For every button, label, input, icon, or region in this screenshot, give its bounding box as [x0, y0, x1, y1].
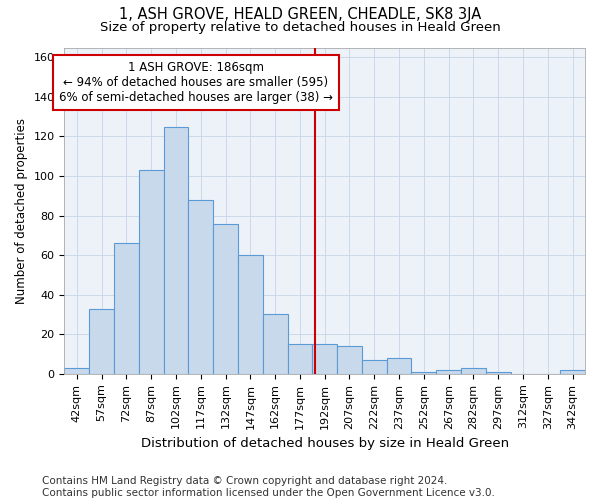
Bar — [362, 360, 386, 374]
Bar — [238, 255, 263, 374]
Bar — [560, 370, 585, 374]
Bar — [164, 126, 188, 374]
X-axis label: Distribution of detached houses by size in Heald Green: Distribution of detached houses by size … — [140, 437, 509, 450]
Bar — [213, 224, 238, 374]
Bar — [436, 370, 461, 374]
Bar — [263, 314, 287, 374]
Bar — [337, 346, 362, 374]
Text: Size of property relative to detached houses in Heald Green: Size of property relative to detached ho… — [100, 21, 500, 34]
Bar — [188, 200, 213, 374]
Text: 1 ASH GROVE: 186sqm
← 94% of detached houses are smaller (595)
6% of semi-detach: 1 ASH GROVE: 186sqm ← 94% of detached ho… — [59, 62, 333, 104]
Bar — [313, 344, 337, 374]
Text: 1, ASH GROVE, HEALD GREEN, CHEADLE, SK8 3JA: 1, ASH GROVE, HEALD GREEN, CHEADLE, SK8 … — [119, 8, 481, 22]
Bar — [287, 344, 313, 374]
Y-axis label: Number of detached properties: Number of detached properties — [15, 118, 28, 304]
Bar — [412, 372, 436, 374]
Bar — [114, 244, 139, 374]
Bar — [64, 368, 89, 374]
Bar — [89, 308, 114, 374]
Bar — [386, 358, 412, 374]
Bar — [486, 372, 511, 374]
Bar — [139, 170, 164, 374]
Text: Contains HM Land Registry data © Crown copyright and database right 2024.
Contai: Contains HM Land Registry data © Crown c… — [42, 476, 495, 498]
Bar — [461, 368, 486, 374]
